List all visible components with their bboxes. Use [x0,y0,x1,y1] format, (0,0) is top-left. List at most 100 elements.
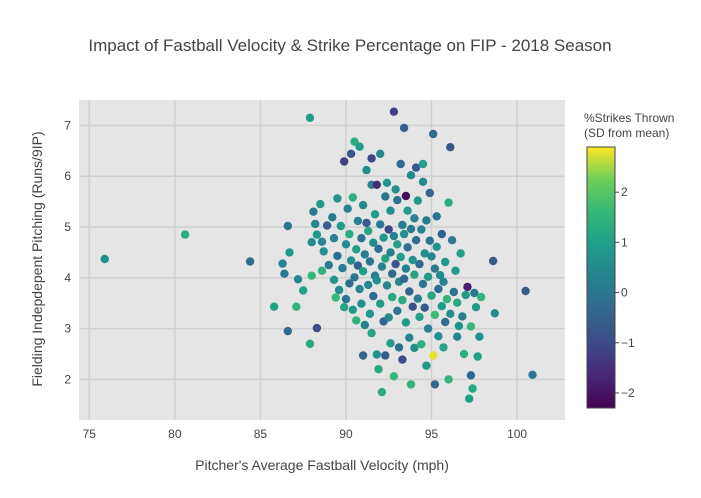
data-point[interactable] [358,267,368,276]
data-point[interactable] [441,257,450,267]
data-point[interactable] [309,207,318,216]
data-point[interactable] [398,355,407,364]
data-point[interactable] [398,295,407,305]
data-point[interactable] [422,216,431,225]
data-point[interactable] [293,275,303,284]
data-point[interactable] [372,276,381,285]
data-point[interactable] [463,282,472,292]
data-point[interactable] [372,350,381,359]
data-point[interactable] [435,271,445,280]
data-point[interactable] [346,149,356,158]
data-point[interactable] [388,292,397,302]
data-point[interactable] [360,320,369,330]
data-point[interactable] [331,293,340,302]
data-point[interactable] [410,343,419,353]
data-point[interactable] [285,248,294,257]
data-point[interactable] [376,149,385,158]
data-point[interactable] [488,256,498,266]
data-point[interactable] [329,275,339,284]
data-point[interactable] [374,365,383,374]
data-point[interactable] [345,279,354,288]
data-point[interactable] [429,129,438,139]
data-point[interactable] [346,256,356,265]
data-point[interactable] [521,286,530,296]
data-point[interactable] [405,287,414,296]
data-point[interactable] [475,332,484,341]
data-point[interactable] [324,260,333,270]
data-point[interactable] [338,263,347,273]
data-point[interactable] [278,259,287,268]
data-point[interactable] [333,194,342,203]
data-point[interactable] [393,195,402,205]
data-point[interactable] [348,305,357,314]
data-point[interactable] [427,252,436,261]
data-point[interactable] [434,332,443,341]
data-point[interactable] [442,294,452,304]
data-point[interactable] [405,333,414,342]
data-point[interactable] [352,245,361,254]
data-point[interactable] [382,281,392,290]
data-point[interactable] [283,326,292,336]
data-point[interactable] [364,226,373,236]
data-point[interactable] [362,218,371,228]
data-point[interactable] [406,224,416,234]
data-point[interactable] [328,213,337,222]
data-point[interactable] [377,387,387,397]
data-point[interactable] [329,234,339,243]
data-point[interactable] [381,192,390,201]
data-point[interactable] [471,303,481,312]
data-point[interactable] [461,290,470,300]
data-point[interactable] [430,310,440,320]
data-point[interactable] [340,157,349,166]
data-point[interactable] [391,185,400,194]
data-point[interactable] [422,361,431,370]
data-point[interactable] [394,343,404,352]
data-point[interactable] [367,328,376,338]
data-point[interactable] [382,178,392,187]
data-point[interactable] [398,220,407,230]
data-point[interactable] [427,291,436,300]
data-point[interactable] [305,339,315,348]
data-point[interactable] [415,312,424,322]
data-point[interactable] [410,270,419,279]
data-point[interactable] [399,274,409,283]
data-point[interactable] [417,225,426,234]
data-point[interactable] [446,143,455,152]
data-point[interactable] [312,323,322,333]
data-point[interactable] [396,159,405,169]
data-point[interactable] [425,236,434,245]
data-point[interactable] [413,294,422,303]
data-point[interactable] [372,180,381,189]
data-point[interactable] [358,351,368,360]
data-point[interactable] [389,231,399,241]
data-point[interactable] [384,225,393,234]
data-point[interactable] [355,142,364,151]
data-point[interactable] [367,154,376,163]
data-point[interactable] [389,372,399,381]
data-point[interactable] [399,229,409,239]
data-point[interactable] [528,370,537,379]
data-point[interactable] [418,177,428,186]
data-point[interactable] [425,188,434,198]
data-point[interactable] [386,339,395,348]
data-point[interactable] [420,303,429,312]
data-point[interactable] [317,266,327,275]
data-point[interactable] [384,313,393,322]
data-point[interactable] [476,292,486,302]
data-point[interactable] [420,249,429,258]
data-point[interactable] [393,240,402,249]
data-point[interactable] [386,206,395,215]
data-point[interactable] [393,306,402,315]
data-point[interactable] [447,236,457,245]
data-point[interactable] [411,163,421,172]
data-point[interactable] [401,191,411,201]
data-point[interactable] [312,230,322,239]
data-point[interactable] [365,309,375,318]
data-point[interactable] [403,243,412,252]
data-point[interactable] [434,284,443,294]
data-point[interactable] [336,221,345,231]
data-point[interactable] [311,219,320,229]
data-point[interactable] [319,247,328,256]
data-point[interactable] [466,322,476,331]
data-point[interactable] [401,264,411,273]
